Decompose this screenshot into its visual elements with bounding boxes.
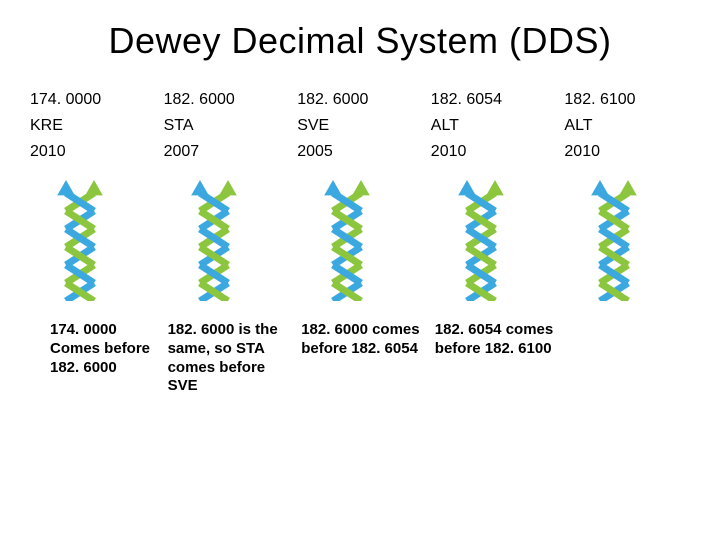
code-cell: STA [164,113,290,139]
explanation-text: 182. 6000 comes before 182. 6054 [297,321,423,396]
explanation-text: 182. 6054 comes before 182. 6100 [431,321,557,396]
explanation-spacer [564,321,690,396]
explanation-text: 182. 6000 is the same, so STA comes befo… [164,321,290,396]
explanation-row: 174. 0000 Comes before 182. 6000 182. 60… [30,321,690,396]
dewey-cell: 174. 0000 [30,87,156,113]
helix-cell [297,171,423,301]
explanation-text: 174. 0000 Comes before 182. 6000 [30,321,156,396]
dewey-cell: 182. 6054 [431,87,557,113]
code-cell: ALT [431,113,557,139]
helix-icon [179,171,249,301]
year-cell: 2007 [164,139,290,165]
helix-icon [45,171,115,301]
year-cell: 2005 [297,139,423,165]
helix-icon [446,171,516,301]
page-title: Dewey Decimal System (DDS) [30,20,690,62]
helix-row [30,171,690,301]
helix-icon [312,171,382,301]
helix-cell [564,171,690,301]
year-cell: 2010 [30,139,156,165]
code-cell: ALT [564,113,690,139]
helix-cell [431,171,557,301]
year-cell: 2010 [564,139,690,165]
helix-icon [579,171,649,301]
helix-cell [30,171,156,301]
data-table: 174. 0000 182. 6000 182. 6000 182. 6054 … [30,87,690,165]
dewey-cell: 182. 6000 [297,87,423,113]
dewey-cell: 182. 6100 [564,87,690,113]
helix-cell [164,171,290,301]
dewey-cell: 182. 6000 [164,87,290,113]
year-cell: 2010 [431,139,557,165]
code-cell: KRE [30,113,156,139]
code-cell: SVE [297,113,423,139]
